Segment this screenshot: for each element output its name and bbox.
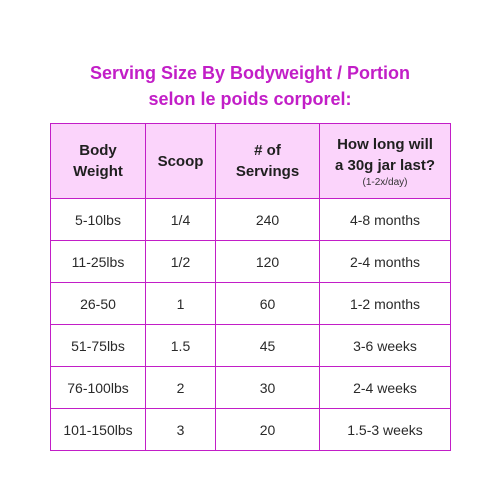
cell-servings: 240 (215, 198, 320, 241)
table-row: 11-25lbs 1/2 120 2-4 months (50, 240, 451, 283)
cell-duration: 1-2 months (319, 282, 451, 325)
cell-scoop: 1.5 (145, 324, 216, 367)
cell-duration: 2-4 months (319, 240, 451, 283)
cell-body-weight: 76-100lbs (50, 366, 146, 409)
header-scoop: Scoop (145, 123, 216, 199)
serving-size-table: Body Weight Scoop # of Servings How long… (50, 123, 451, 451)
title-line-2: selon le poids corporel: (148, 89, 352, 109)
cell-body-weight: 51-75lbs (50, 324, 146, 367)
table-row: 51-75lbs 1.5 45 3-6 weeks (50, 324, 451, 367)
cell-body-weight: 101-150lbs (50, 408, 146, 451)
table-row: 26-50 1 60 1-2 months (50, 282, 451, 325)
table-row: 101-150lbs 3 20 1.5-3 weeks (50, 408, 451, 451)
page-title: Serving Size By Bodyweight / Portion sel… (0, 60, 500, 112)
cell-servings: 30 (215, 366, 320, 409)
cell-scoop: 1/2 (145, 240, 216, 283)
cell-scoop: 3 (145, 408, 216, 451)
header-jar-duration: How long will a 30g jar last? (1-2x/day) (319, 123, 451, 199)
cell-servings: 60 (215, 282, 320, 325)
cell-scoop: 1 (145, 282, 216, 325)
title-line-1: Serving Size By Bodyweight / Portion (89, 63, 411, 83)
header-servings: # of Servings (215, 123, 320, 199)
cell-servings: 45 (215, 324, 320, 367)
cell-body-weight: 5-10lbs (50, 198, 146, 241)
cell-servings: 120 (215, 240, 320, 283)
cell-duration: 1.5-3 weeks (319, 408, 451, 451)
cell-duration: 2-4 weeks (319, 366, 451, 409)
cell-body-weight: 26-50 (50, 282, 146, 325)
cell-duration: 4-8 months (319, 198, 451, 241)
header-frequency-note: (1-2x/day) (362, 176, 408, 188)
cell-duration: 3-6 weeks (319, 324, 451, 367)
table-row: 76-100lbs 2 30 2-4 weeks (50, 366, 451, 409)
cell-scoop: 2 (145, 366, 216, 409)
cell-servings: 20 (215, 408, 320, 451)
table-row: 5-10lbs 1/4 240 4-8 months (50, 198, 451, 241)
table-header-row: Body Weight Scoop # of Servings How long… (50, 123, 451, 199)
cell-body-weight: 11-25lbs (50, 240, 146, 283)
header-body-weight: Body Weight (50, 123, 146, 199)
cell-scoop: 1/4 (145, 198, 216, 241)
